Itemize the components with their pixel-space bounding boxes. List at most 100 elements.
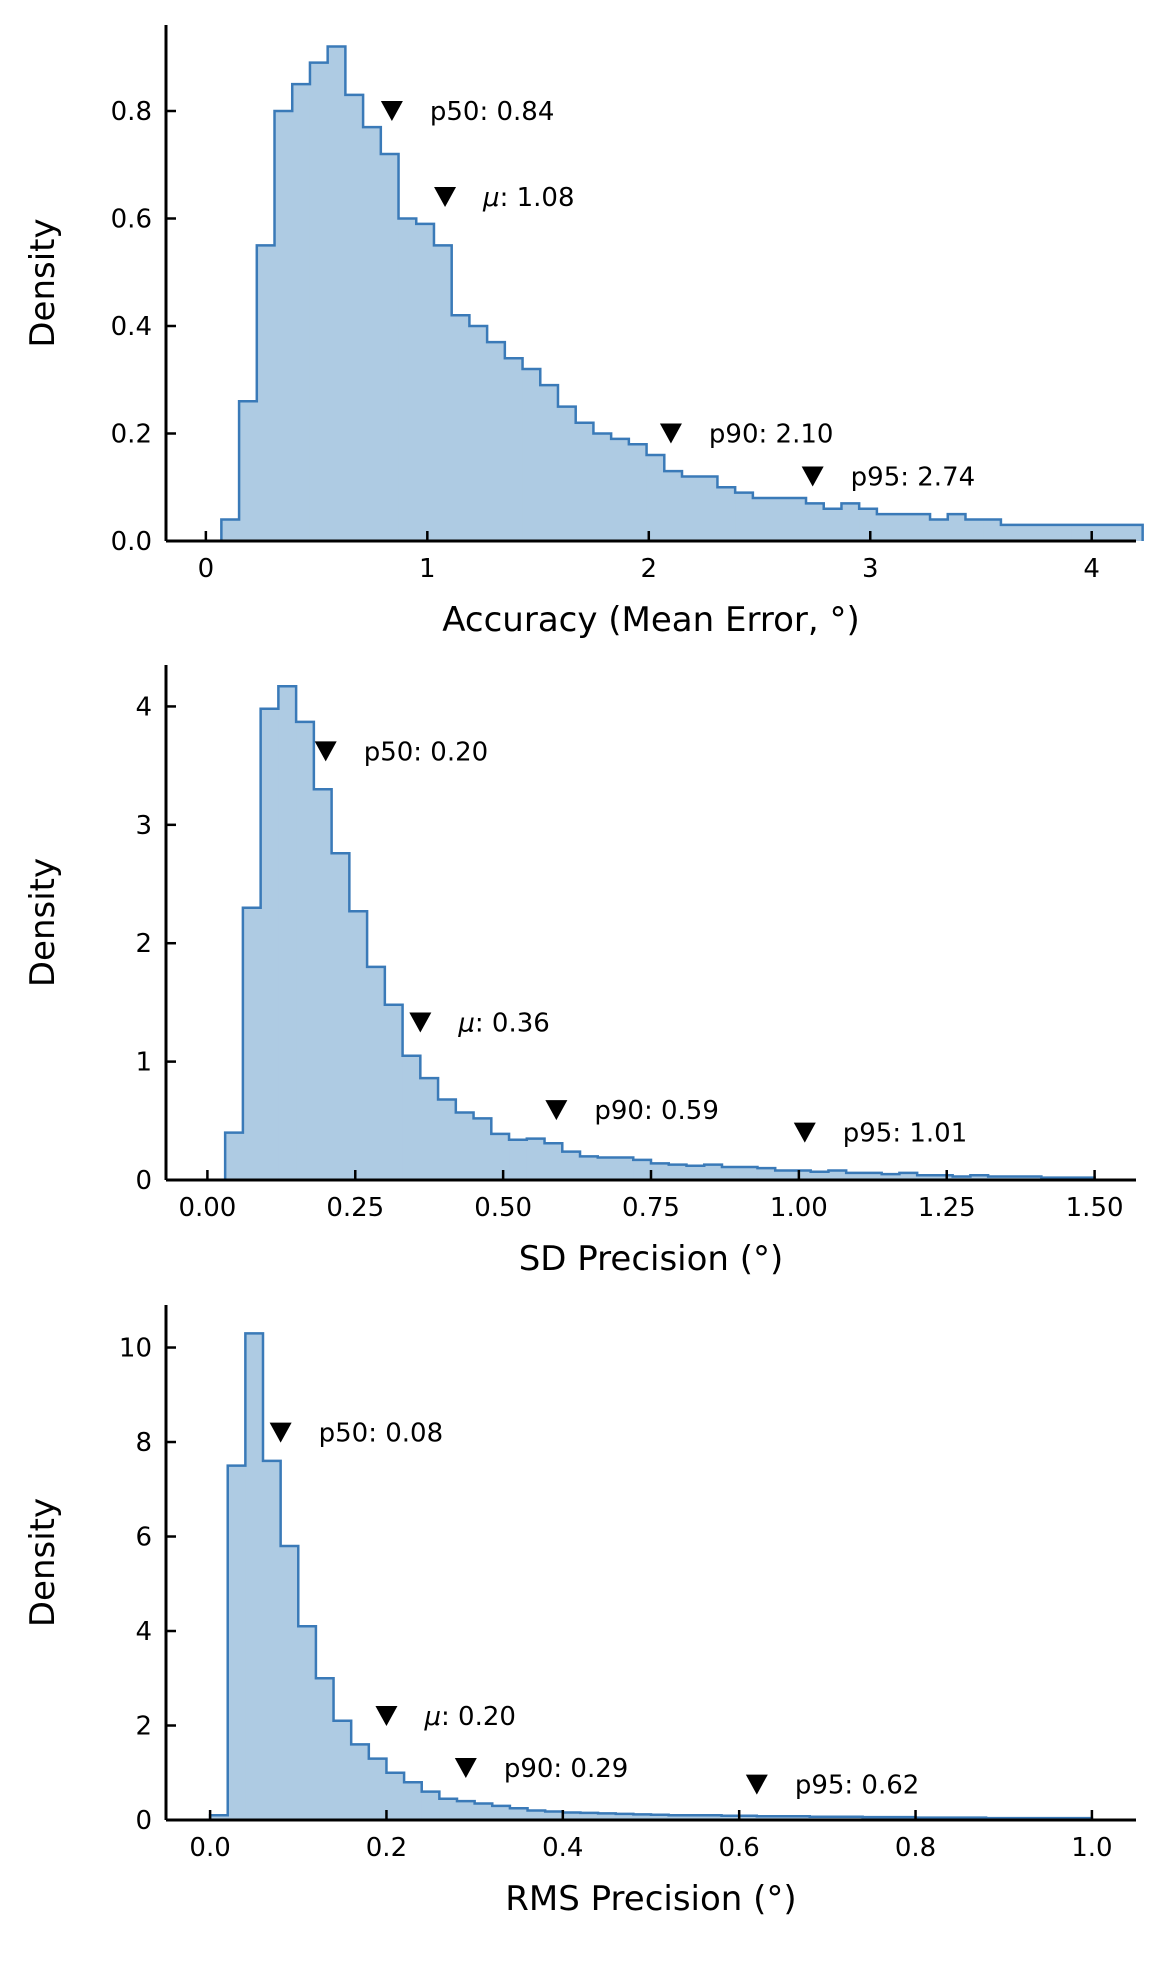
histogram-bar [668,1815,687,1820]
x-axis-label: SD Precision (°) [519,1239,784,1279]
histogram-bar [809,1816,828,1820]
histogram-bar [934,1175,954,1180]
histogram-bar [420,1078,439,1180]
y-tick-label: 0 [135,1806,152,1836]
y-tick-label: 2 [135,929,152,959]
histogram-bar [792,1170,812,1180]
percentile-label: p50: 0.20 [364,737,489,767]
histogram-bar [633,1814,652,1820]
histogram-bar [274,111,293,541]
histogram-bar [509,1139,528,1180]
histogram-bar [930,519,949,541]
histogram-bar [894,514,913,541]
histogram-bar [368,1758,387,1820]
histogram-bar [504,358,524,541]
histogram-bar [827,1816,846,1820]
histogram-bar [628,444,648,541]
percentile-label: μ: 0.36 [457,1009,549,1039]
histogram-bar [333,1720,352,1820]
histogram-outline [223,685,1096,1180]
histogram-bar [298,1626,317,1820]
percentile-label: p50: 0.08 [319,1419,444,1449]
histogram-bar [292,84,311,541]
histogram-bar [384,1004,404,1180]
y-tick-label: 0.6 [111,205,152,235]
y-tick-label: 4 [135,692,152,722]
y-axis-label: Density [23,858,63,987]
x-tick-label: 0.6 [719,1833,760,1863]
x-axis-label: RMS Precision (°) [505,1879,796,1919]
histogram-bar [221,519,240,541]
histogram-bar [717,487,736,541]
histogram-bar [597,1157,617,1180]
histogram-bar [615,1157,634,1180]
histogram-bar [881,1174,900,1180]
x-tick-label: 0.4 [542,1833,583,1863]
histogram-bar [699,476,718,541]
y-tick-label: 0.8 [111,97,152,127]
percentile-marker [793,1122,816,1143]
x-tick-label: 2 [641,554,658,584]
percentile-marker [314,741,337,762]
histogram-bar [611,438,630,541]
histogram-bar [806,503,825,541]
y-tick-label: 10 [119,1334,152,1364]
histogram-bar [345,94,364,541]
histogram-bar [540,385,559,541]
histogram-bar [439,1798,458,1820]
y-tick-label: 0.2 [111,420,152,450]
x-tick-label: 1.00 [770,1193,828,1223]
percentile-marker [745,1774,768,1795]
histogram-bar [1124,524,1144,541]
y-axis-label: Density [23,218,63,347]
histogram-bar [438,1099,457,1180]
histogram-bar [327,46,346,541]
histogram-bar [952,1176,971,1180]
histogram-bar [703,1815,723,1820]
x-tick-label: 3 [862,554,879,584]
histogram-bar [752,498,772,541]
percentile-marker [375,1706,398,1727]
histogram-bar [245,1333,264,1820]
histogram-bar [775,1170,794,1180]
percentile-label: p50: 0.84 [430,97,555,127]
percentile-label: μ: 0.20 [423,1702,515,1732]
y-tick-label: 1 [135,1048,152,1078]
histogram-bar [756,1816,775,1820]
x-axis-label: Accuracy (Mean Error, °) [442,600,860,640]
histogram-bar [242,907,262,1180]
histogram-bar [686,1165,705,1180]
histogram-panel-3: 0.0 0.2 0.4 0.6 0.8 1.0 0 2 4 6 8 10 RMS Precision (… [23,1305,1136,1919]
percentile-label: p95: 0.62 [795,1771,920,1801]
histogram-bar [792,1816,811,1820]
percentile-marker [434,187,457,207]
histogram-bar [1000,524,1020,541]
histogram-bar [1036,524,1055,541]
y-tick-label: 0 [135,1166,152,1196]
x-tick-label: 0.50 [474,1193,532,1223]
percentile-marker [409,1012,432,1033]
y-tick-label: 8 [135,1428,152,1458]
histogram-bar [988,1176,1007,1180]
percentile-marker [801,466,824,487]
histogram-bar [522,369,541,541]
histogram-bar [492,1805,511,1820]
histogram-bar [398,218,417,541]
histogram-bar [473,1118,492,1180]
histogram-bar [260,708,279,1180]
histogram-bar [965,519,984,541]
histogram-bar [527,1810,546,1820]
histogram-bar [404,1782,423,1820]
histogram-bar [876,514,896,541]
x-tick-label: 1.25 [918,1193,976,1223]
histogram-bar [469,326,488,541]
histogram-bar [947,514,966,541]
y-tick-label: 0.0 [111,527,152,557]
y-axis-label: Density [23,1498,63,1627]
histogram-bar [593,433,612,541]
x-tick-label: 0 [198,554,215,584]
histogram-bar [296,721,315,1180]
x-tick-label: 1 [419,554,436,584]
histogram-bar [544,1143,563,1180]
histogram-bar [704,1164,723,1180]
